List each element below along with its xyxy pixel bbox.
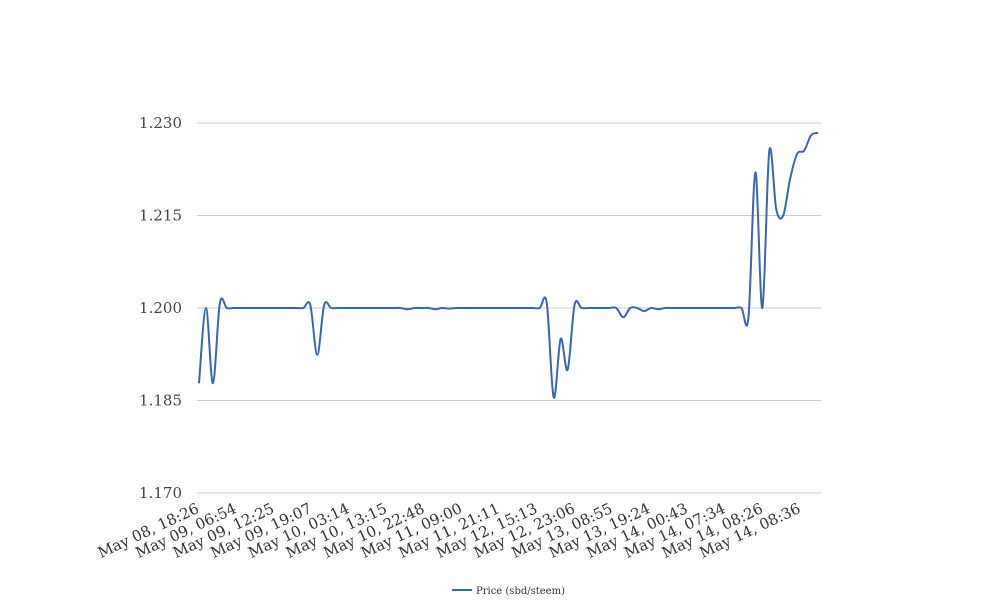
legend: Price (sbd/steem)	[452, 586, 565, 597]
legend-label: Price (sbd/steem)	[476, 586, 565, 597]
series-line	[198, 131, 819, 399]
y-tick-label: 1.170	[139, 484, 182, 502]
y-tick-label: 1.185	[139, 392, 182, 410]
y-axis-ticks: 1.170 1.185 1.200 1.215 1.230	[139, 114, 182, 502]
y-tick-label: 1.230	[139, 114, 182, 132]
y-tick-label: 1.215	[139, 207, 182, 225]
y-tick-label: 1.200	[139, 299, 182, 317]
series-lines	[198, 131, 819, 399]
